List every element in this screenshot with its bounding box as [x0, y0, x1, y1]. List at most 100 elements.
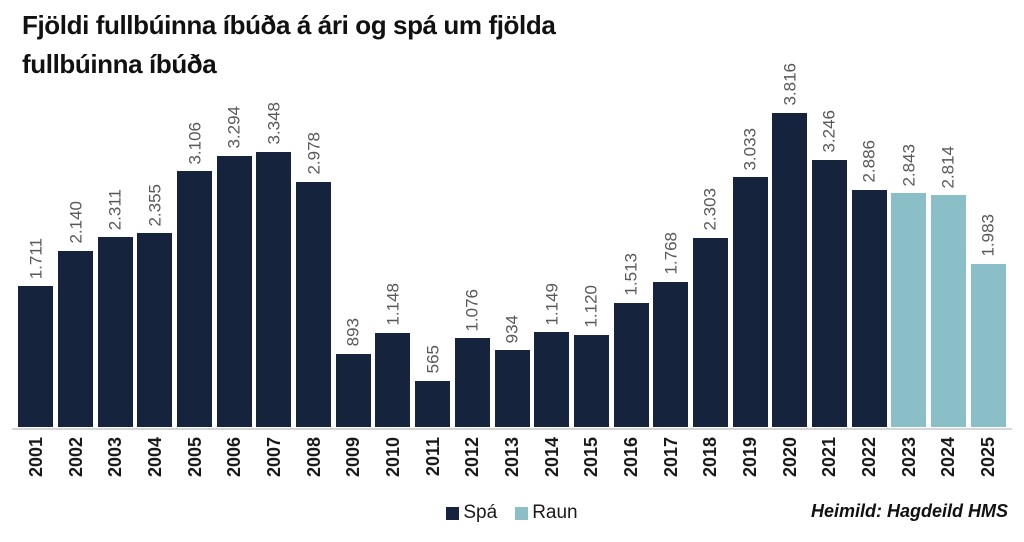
bar-2024: [930, 195, 966, 427]
x-axis-tick-label: 2025: [978, 437, 999, 478]
bar-2013: [494, 350, 530, 427]
bar-slot-2006: 3.294: [216, 106, 252, 427]
legend-item-spa: Spá: [446, 502, 497, 524]
bar-2014: [534, 332, 570, 427]
x-axis-tick-label: 2015: [581, 437, 602, 478]
bar-value-label: 934: [502, 314, 522, 344]
bar-slot-2020: 3.816: [772, 63, 808, 427]
x-axis-tick-label: 2010: [382, 437, 403, 478]
x-axis-tick-label: 2008: [303, 437, 324, 478]
bar-2019: [732, 177, 768, 427]
bar-slot-2015: 1.120: [573, 113, 609, 427]
x-axis-tick-label: 2001: [25, 437, 46, 478]
bar-slot-2025: 1.983: [970, 113, 1006, 427]
x-axis-tick-label: 2021: [819, 437, 840, 478]
bar-slot-2012: 1.076: [454, 113, 490, 427]
x-axis-tick-label: 2006: [224, 437, 245, 478]
bar-slot-2017: 1.768: [653, 113, 689, 427]
bar-slot-2018: 2.303: [692, 113, 728, 427]
bar-value-label: 2.140: [66, 201, 86, 244]
x-axis-tick-label: 2003: [105, 437, 126, 478]
bar-2001: [18, 286, 54, 427]
legend-swatch-raun-icon: [515, 506, 529, 520]
bar-value-label: 3.348: [264, 101, 284, 145]
bar-2020: [772, 113, 808, 427]
bar-slot-2023: 2.843: [891, 113, 927, 427]
legend-swatch-spa-icon: [446, 506, 460, 520]
legend-item-raun: Raun: [515, 502, 578, 524]
bar-2008: [296, 181, 332, 427]
bar-value-label: 2.311: [105, 188, 125, 230]
x-axis-tick-label: 2009: [343, 437, 364, 478]
bar-value-label: 1.148: [383, 283, 403, 326]
bar-2003: [97, 236, 133, 427]
bar-slot-2022: 2.886: [851, 113, 887, 427]
legend: Spá Raun: [0, 498, 1024, 528]
bar-value-label: 2.814: [938, 145, 958, 189]
source-text: Heimild: Hagdeild HMS: [810, 501, 1008, 521]
bar-slot-2007: 3.348: [256, 102, 292, 427]
bar-value-label: 3.246: [819, 110, 839, 153]
bar-slot-2013: 934: [494, 113, 530, 427]
plot-area: 1.711 2.140 2.311 2.355 3.106 3.294 3.348 2.978…: [16, 63, 1008, 427]
bar-2018: [692, 237, 728, 427]
x-axis-tick-label: 2018: [700, 437, 721, 478]
bar-value-label: 1.149: [542, 282, 562, 326]
bar-value-label: 2.886: [859, 139, 879, 183]
bar-2005: [177, 171, 213, 427]
bar-2021: [811, 159, 847, 427]
x-axis-labels: 2001 2002 2003 2004 2005 2006 2007 2008 2009 2010…: [16, 430, 1008, 500]
bar-value-label: 1.513: [621, 252, 641, 296]
bar-value-label: 1.983: [978, 214, 998, 257]
bar-2010: [375, 332, 411, 427]
bar-value-label: 1.120: [581, 285, 601, 328]
x-axis-tick-label: 2016: [621, 437, 642, 478]
x-axis-tick-label: 2011: [422, 437, 443, 477]
bar-slot-2021: 3.246: [811, 110, 847, 427]
bar-2023: [891, 193, 927, 427]
legend-label-spa: Spá: [463, 502, 498, 523]
bar-2016: [613, 302, 649, 427]
x-axis-tick-label: 2013: [502, 437, 522, 478]
x-axis-tick-label: 2004: [144, 437, 165, 478]
bar-value-label: 3.033: [740, 127, 760, 171]
bar-value-label: 1.768: [661, 231, 681, 275]
bar-2017: [653, 281, 689, 427]
chart-title: Fjöldi fullbúinna íbúða á ári og spá um …: [22, 6, 556, 84]
bar-slot-2010: 1.148: [375, 113, 411, 427]
bar-slot-2004: 2.355: [137, 113, 173, 427]
bar-slot-2005: 3.106: [177, 113, 213, 427]
x-axis-tick-label: 2014: [541, 437, 562, 478]
bar-slot-2003: 2.311: [97, 113, 133, 427]
x-axis-tick-label: 2024: [938, 437, 959, 478]
bar-value-label: 565: [423, 345, 443, 374]
x-axis-tick-label: 2005: [184, 437, 205, 478]
x-axis-tick-label: 2002: [65, 437, 86, 478]
legend-label-raun: Raun: [532, 502, 578, 523]
bar-slot-2001: 1.711: [18, 113, 54, 427]
chart-title-line2: fullbúinna íbúða: [22, 49, 217, 79]
bar-value-label: 893: [343, 318, 363, 347]
chart-title-line1: Fjöldi fullbúinna íbúða á ári og spá um …: [22, 10, 556, 40]
x-axis-tick-label: 2007: [263, 437, 284, 478]
bar-value-label: 1.076: [462, 288, 482, 332]
bar-slot-2016: 1.513: [613, 113, 649, 427]
bar-slot-2024: 2.814: [930, 113, 966, 427]
x-axis-tick-label: 2023: [898, 437, 919, 478]
chart-footer: Spá Raun Heimild: Hagdeild HMS: [0, 498, 1024, 530]
bar-value-label: 3.106: [185, 121, 205, 165]
bar-value-label: 1.711: [26, 237, 46, 280]
bar-value-label: 2.355: [145, 183, 165, 227]
bar-value-label: 3.816: [780, 63, 800, 106]
bar-2011: [415, 380, 451, 427]
bar-slot-2014: 1.149: [534, 113, 570, 427]
bar-2015: [573, 334, 609, 427]
bar-2025: [970, 263, 1006, 427]
bar-2012: [454, 338, 490, 427]
x-axis-tick-label: 2019: [740, 437, 761, 478]
bar-2004: [137, 233, 173, 427]
bar-2009: [335, 353, 371, 427]
x-axis-tick-label: 2022: [859, 437, 880, 478]
bar-2006: [216, 155, 252, 427]
bar-slot-2019: 3.033: [732, 113, 768, 427]
